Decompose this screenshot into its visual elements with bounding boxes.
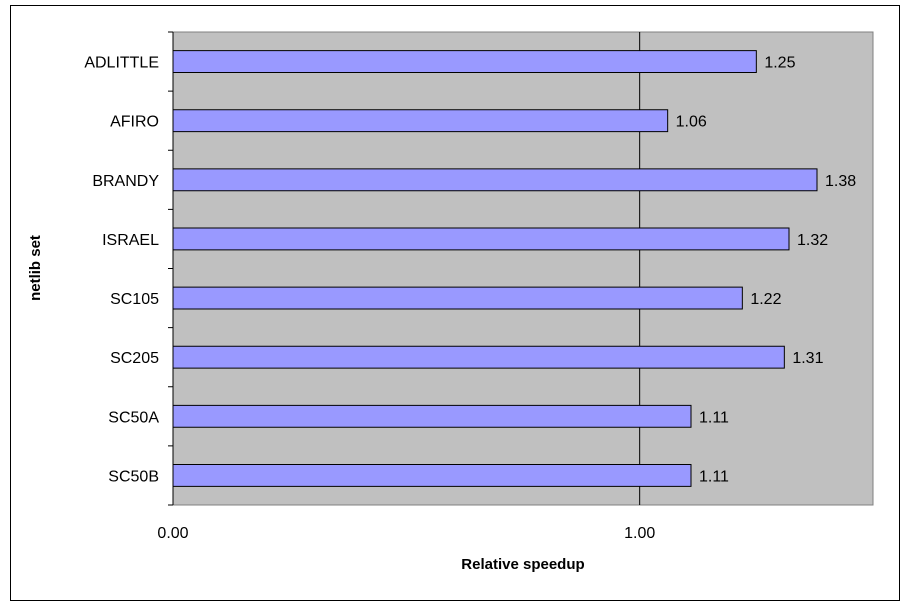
category-label: SC50A (108, 409, 159, 426)
x-tick-labels: 0.00 1.00 (157, 525, 655, 542)
x-tick-label: 0.00 (157, 525, 188, 542)
x-tick-label: 1.00 (624, 525, 655, 542)
y-axis-title: netlib set (27, 235, 44, 301)
data-label: 1.31 (792, 350, 823, 367)
bar-adlittle (172, 50, 757, 74)
bar-sc50b (172, 463, 692, 487)
data-label: 1.06 (676, 114, 707, 131)
category-label: AFIRO (110, 114, 159, 131)
category-labels: ADLITTLE AFIRO BRANDY ISRAEL SC105 SC205 SC50A… (84, 55, 159, 486)
category-label: ADLITTLE (84, 55, 159, 72)
data-label: 1.22 (750, 291, 781, 308)
category-label: SC205 (110, 350, 159, 367)
data-label: 1.32 (797, 232, 828, 249)
bar-sc105 (172, 286, 743, 310)
data-label: 1.11 (699, 409, 729, 426)
bar-brandy (172, 168, 818, 192)
data-label: 1.38 (825, 173, 856, 190)
data-labels: 1.25 1.06 1.38 1.32 1.22 1.31 1.11 1.11 (676, 55, 857, 486)
bars (172, 50, 818, 487)
plot-area (172, 31, 874, 506)
category-label: ISRAEL (102, 232, 159, 249)
x-axis-title: Relative speedup (461, 556, 584, 573)
bar-sc50a (172, 404, 692, 428)
data-label: 1.11 (699, 468, 729, 485)
bar-sc205 (172, 345, 785, 369)
category-label: SC50B (108, 468, 159, 485)
category-label: SC105 (110, 291, 159, 308)
data-label: 1.25 (764, 55, 795, 72)
bar-afiro (172, 109, 669, 133)
bar-israel (172, 227, 790, 251)
category-label: BRANDY (92, 173, 159, 190)
